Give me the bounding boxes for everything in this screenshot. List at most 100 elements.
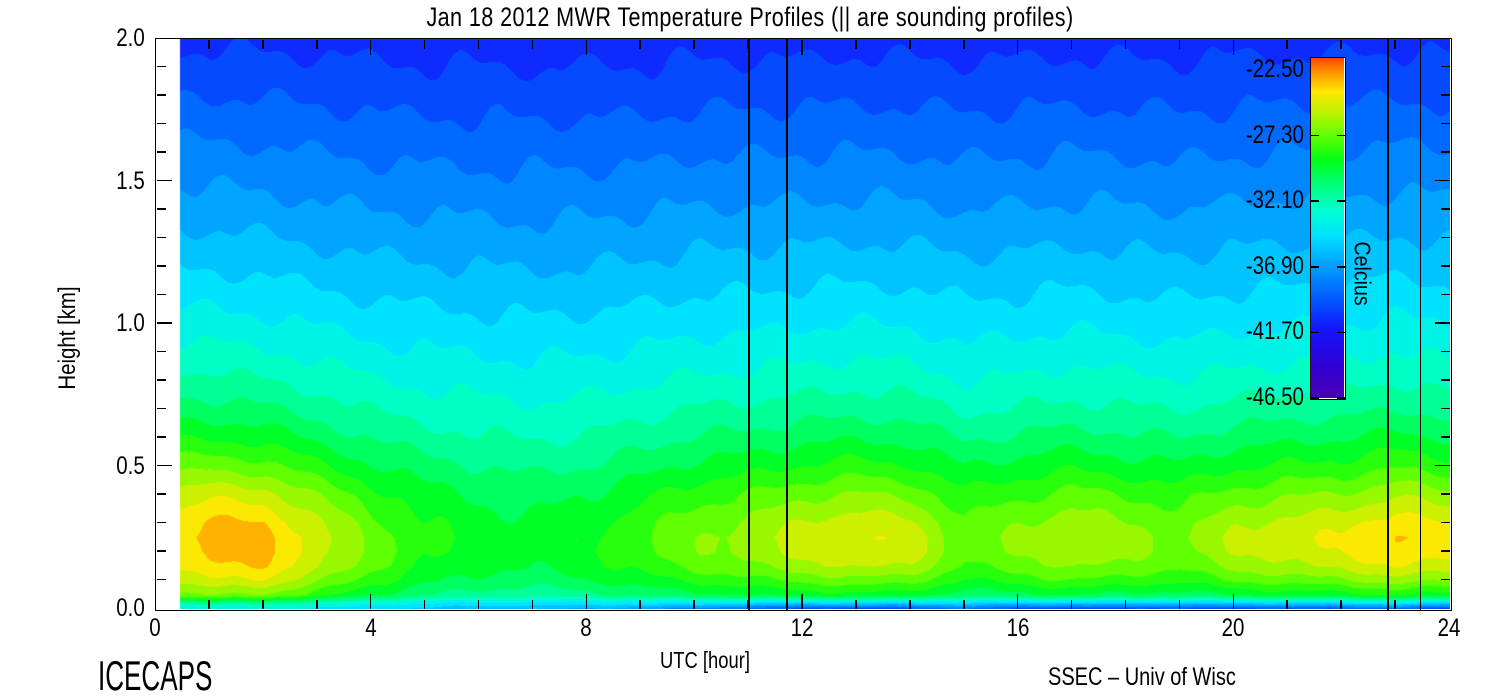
sounding-line-0 bbox=[748, 39, 750, 610]
temperature-heatmap bbox=[156, 39, 1450, 609]
y-tick-right-1.1 bbox=[1441, 293, 1451, 296]
colorbar-gradient bbox=[1311, 58, 1344, 398]
colorbar: -22.50 -27.30 -32.10 -36.90 -41.70 -46.50 Cel… bbox=[1246, 56, 1376, 410]
x-tick-bottom-13 bbox=[855, 600, 857, 610]
colorbar-tick-left-2 bbox=[1311, 200, 1319, 202]
plot-area bbox=[155, 38, 1452, 611]
x-tick-top-22 bbox=[1340, 39, 1342, 49]
y-tick-left-1.8 bbox=[156, 94, 166, 96]
y-tick-right-1.4 bbox=[1441, 208, 1451, 210]
colorbar-tick-right-3 bbox=[1337, 266, 1345, 268]
x-ticklabel-8: 8 bbox=[580, 614, 593, 642]
x-tick-bottom-5 bbox=[423, 600, 426, 610]
x-tick-top-18 bbox=[1124, 39, 1127, 49]
x-tick-top-1 bbox=[208, 39, 210, 49]
y-tick-right-0.6 bbox=[1441, 436, 1451, 438]
y-tick-left-1.7 bbox=[156, 122, 166, 125]
y-tick-right-0.7 bbox=[1441, 407, 1451, 410]
x-tick-bottom-14 bbox=[909, 600, 911, 610]
colorbar-ticklabel-2: -32.10 bbox=[1245, 186, 1304, 215]
x-tick-bottom-18 bbox=[1124, 600, 1127, 610]
x-tick-top-19 bbox=[1178, 39, 1181, 49]
x-ticklabel-20: 20 bbox=[1221, 614, 1245, 642]
y-tick-right-1.3 bbox=[1441, 236, 1451, 239]
y-ticklabel-0.0: 0.0 bbox=[116, 594, 145, 622]
y-tick-right-0.1 bbox=[1441, 578, 1451, 581]
x-tick-bottom-2 bbox=[262, 600, 264, 610]
y-tick-left-1.2 bbox=[156, 265, 166, 267]
colorbar-tick-right-5 bbox=[1337, 397, 1345, 399]
page-title: Jan 18 2012 MWR Temperature Profiles (||… bbox=[426, 2, 1074, 32]
y-tick-left-1.9 bbox=[156, 65, 166, 68]
x-tick-bottom-1 bbox=[208, 600, 210, 610]
x-ticklabel-16: 16 bbox=[1006, 614, 1030, 642]
x-tick-top-6 bbox=[477, 39, 480, 49]
y-tick-right-0.2 bbox=[1441, 550, 1451, 552]
y-tick-right-1.7 bbox=[1441, 122, 1451, 125]
colorbar-tick-left-1 bbox=[1311, 134, 1319, 137]
x-tick-bottom-12 bbox=[801, 594, 803, 610]
y-tick-right-1.0 bbox=[1435, 322, 1451, 324]
x-tick-bottom-15 bbox=[962, 600, 965, 610]
colorbar-tick-left-5 bbox=[1311, 397, 1319, 399]
colorbar-ticklabel-4: -41.70 bbox=[1245, 317, 1304, 346]
x-ticklabel-12: 12 bbox=[790, 614, 814, 642]
y-ticklabel-1.5: 1.5 bbox=[116, 166, 145, 195]
x-tick-bottom-3 bbox=[315, 600, 318, 610]
x-tick-top-5 bbox=[423, 39, 426, 49]
sounding-line-1 bbox=[786, 39, 788, 610]
x-ticklabel-0: 0 bbox=[149, 614, 161, 642]
y-tick-left-0.2 bbox=[156, 550, 166, 552]
x-ticklabel-4: 4 bbox=[364, 614, 377, 642]
x-axis-title: UTC [hour] bbox=[660, 647, 750, 673]
colorbar-tick-left-4 bbox=[1311, 331, 1319, 334]
x-tick-bottom-20 bbox=[1232, 594, 1235, 610]
colorbar-box bbox=[1310, 57, 1346, 400]
y-tick-left-0.4 bbox=[156, 493, 166, 495]
x-tick-top-13 bbox=[855, 39, 857, 49]
y-tick-left-0.1 bbox=[156, 578, 166, 581]
x-tick-bottom-21 bbox=[1286, 600, 1289, 610]
y-tick-left-1.6 bbox=[156, 151, 166, 153]
y-tick-right-0.4 bbox=[1441, 493, 1451, 495]
y-tick-right-1.9 bbox=[1441, 65, 1451, 68]
x-ticklabel-24: 24 bbox=[1437, 614, 1461, 642]
y-axis-title: Height [km] bbox=[54, 286, 81, 390]
x-tick-bottom-22 bbox=[1340, 600, 1342, 610]
y-tick-right-0.3 bbox=[1441, 521, 1451, 524]
y-tick-left-0.7 bbox=[156, 407, 166, 410]
x-tick-top-2 bbox=[262, 39, 264, 49]
y-tick-left-1.4 bbox=[156, 208, 166, 210]
x-tick-bottom-6 bbox=[477, 600, 480, 610]
x-tick-top-20 bbox=[1232, 39, 1235, 55]
x-tick-bottom-16 bbox=[1016, 594, 1019, 610]
x-tick-top-3 bbox=[315, 39, 318, 49]
institution-label: SSEC – Univ of Wisc bbox=[1048, 663, 1236, 691]
y-tick-left-0.9 bbox=[156, 350, 166, 353]
y-tick-right-1.8 bbox=[1441, 94, 1451, 96]
x-tick-top-9 bbox=[639, 39, 642, 49]
x-tick-top-14 bbox=[909, 39, 911, 49]
colorbar-tick-right-4 bbox=[1337, 331, 1345, 334]
project-label: ICECAPS bbox=[98, 652, 213, 699]
x-tick-bottom-19 bbox=[1178, 600, 1181, 610]
x-tick-top-16 bbox=[1016, 39, 1019, 55]
y-tick-left-0.3 bbox=[156, 521, 166, 524]
y-tick-right-0.8 bbox=[1441, 379, 1451, 381]
y-tick-left-1.3 bbox=[156, 236, 166, 239]
x-tick-bottom-9 bbox=[639, 600, 642, 610]
x-tick-top-11 bbox=[747, 39, 749, 49]
y-tick-left-1.1 bbox=[156, 293, 166, 296]
colorbar-ticklabel-1: -27.30 bbox=[1245, 120, 1304, 149]
x-tick-bottom-23 bbox=[1394, 600, 1396, 610]
x-tick-top-7 bbox=[531, 39, 534, 49]
colorbar-tick-right-2 bbox=[1337, 200, 1345, 202]
colorbar-ticklabel-3: -36.90 bbox=[1245, 251, 1304, 280]
y-tick-left-0.8 bbox=[156, 379, 166, 381]
x-tick-bottom-17 bbox=[1070, 600, 1073, 610]
y-tick-right-1.2 bbox=[1441, 265, 1451, 267]
x-tick-top-4 bbox=[369, 39, 372, 55]
y-tick-right-1.6 bbox=[1441, 151, 1451, 153]
colorbar-unit-label: Celcius bbox=[1349, 241, 1376, 306]
